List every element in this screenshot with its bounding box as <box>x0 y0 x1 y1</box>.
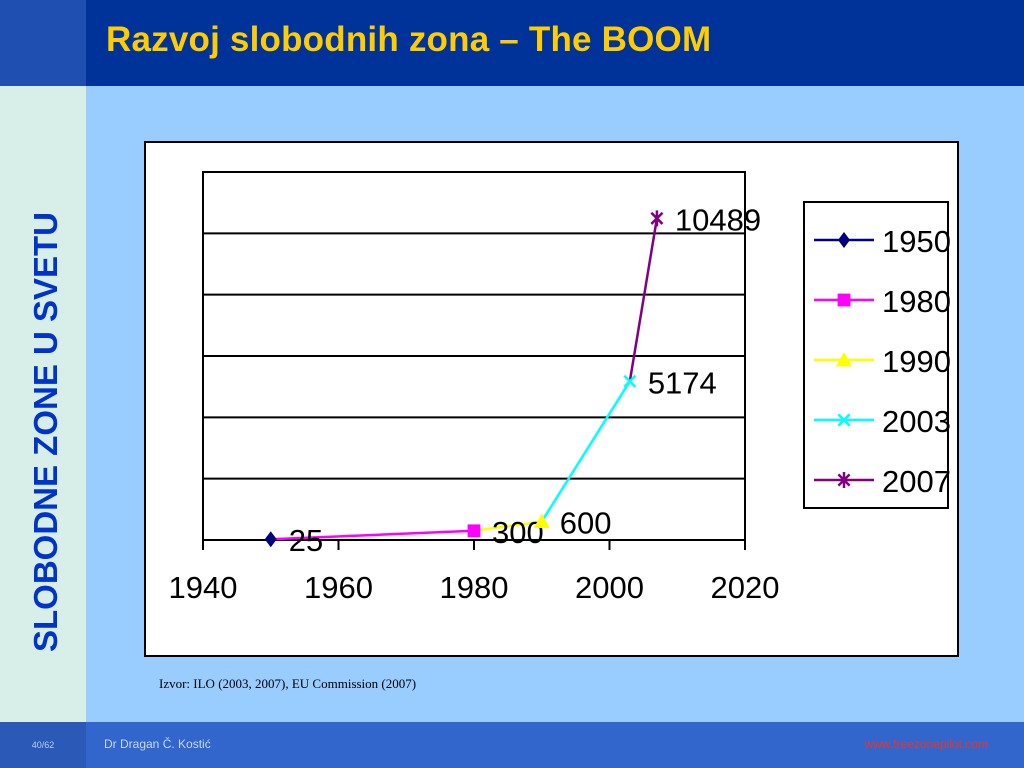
series-line <box>540 380 631 523</box>
legend <box>803 201 949 509</box>
legend-marker <box>837 293 851 307</box>
data-label: 25 <box>289 523 323 558</box>
data-label: 10489 <box>675 202 761 237</box>
x-tick-label: 1960 <box>304 570 373 605</box>
legend-marker <box>836 352 852 367</box>
data-point <box>533 513 550 528</box>
x-tick-label: 1940 <box>169 570 238 605</box>
legend-entry: 1980 <box>882 284 951 319</box>
slide-title: Razvoj slobodnih zona – The BOOM <box>106 20 712 59</box>
series-line <box>628 218 659 382</box>
legend-marker <box>838 232 850 248</box>
x-tick-label: 2020 <box>711 570 780 605</box>
x-tick-label: 1980 <box>440 570 509 605</box>
data-point <box>623 374 637 388</box>
footer-bar <box>0 722 1024 768</box>
legend-entry: 1950 <box>882 224 951 259</box>
data-label: 300 <box>492 515 544 550</box>
header-bar <box>86 0 1024 86</box>
source-note: Izvor: ILO (2003, 2007), EU Commission (… <box>159 676 417 691</box>
data-label: 600 <box>560 506 612 541</box>
data-point <box>264 531 277 548</box>
legend-entry: 2007 <box>882 464 951 499</box>
legend-entry: 2003 <box>882 404 951 439</box>
legend-marker <box>837 472 851 488</box>
website-link[interactable]: www.freezonepilot.com <box>864 737 988 751</box>
x-tick-label: 2000 <box>575 570 644 605</box>
data-point <box>650 210 664 227</box>
series-line <box>473 520 542 533</box>
legend-marker <box>837 413 851 427</box>
author-name: Dr Dragan Č. Kostić <box>104 737 211 751</box>
chart-frame: 1940 1960 1980 2000 2020 25 300 600 5174 10489 195… <box>144 141 959 657</box>
page-number: 40/62 <box>31 740 55 750</box>
series-line <box>270 529 475 541</box>
corner-block <box>0 0 86 86</box>
side-panel <box>0 86 86 722</box>
side-title: SLOBODNE ZONE U SVETU <box>27 211 64 653</box>
chart-svg: 1940 1960 1980 2000 2020 25 300 600 5174 10489 195… <box>169 171 951 605</box>
legend-entry: 1990 <box>882 344 951 379</box>
footer-left-block <box>0 722 86 768</box>
data-label: 5174 <box>648 365 717 400</box>
data-point <box>467 524 481 538</box>
